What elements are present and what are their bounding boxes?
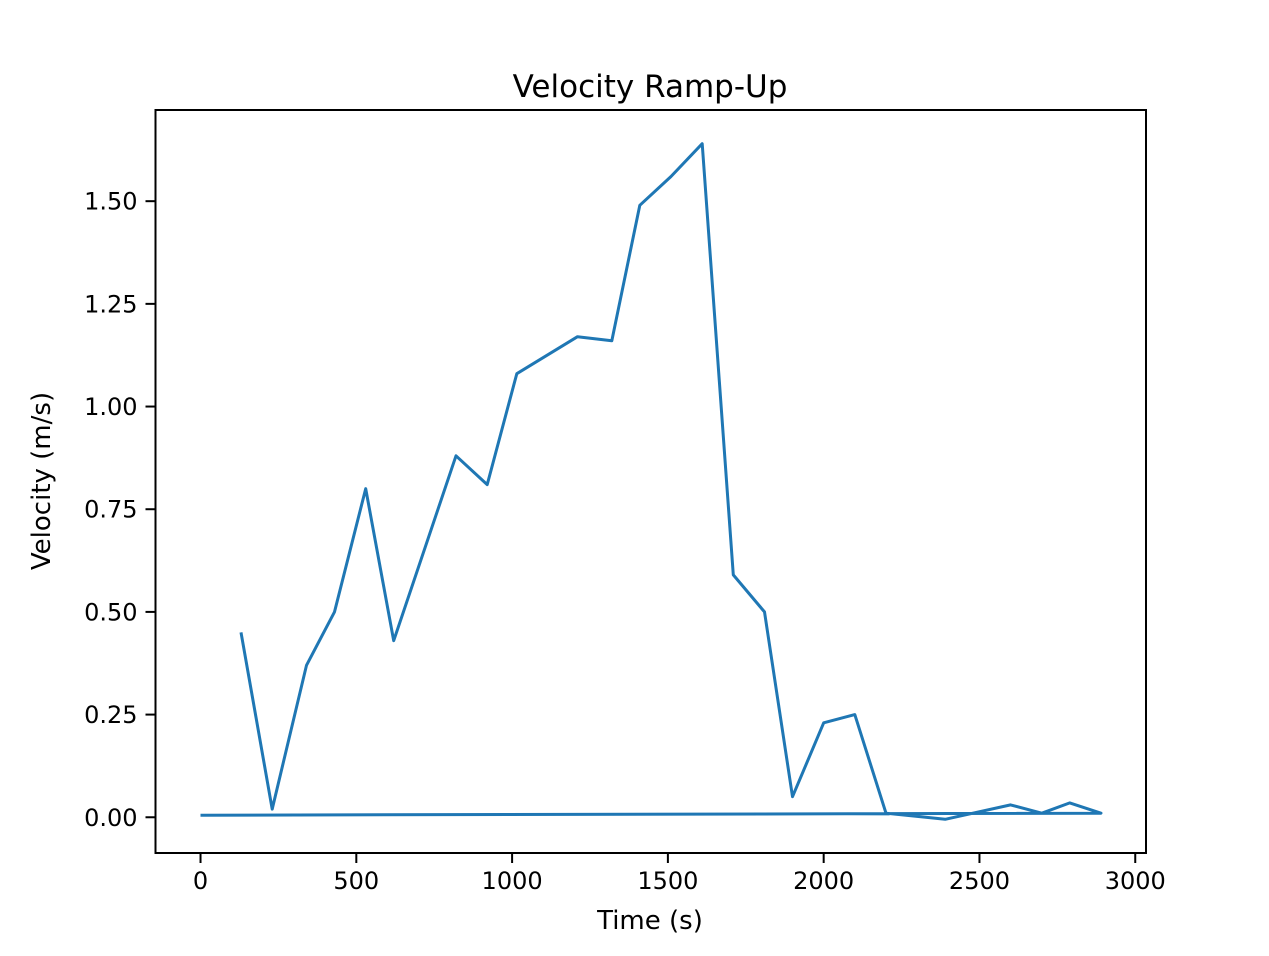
y-tick-label: 0.75 — [84, 496, 137, 524]
chart-title: Velocity Ramp-Up — [513, 69, 788, 105]
x-tick-label: 2500 — [949, 867, 1010, 895]
y-axis-label: Velocity (m/s) — [27, 392, 57, 570]
y-tick-label: 0.25 — [84, 701, 137, 729]
x-axis-label: Time (s) — [596, 906, 703, 936]
data-line-velocity — [200, 142, 1103, 821]
x-tick-label: 2000 — [793, 867, 854, 895]
x-tick-label: 0 — [193, 867, 208, 895]
x-tick-label: 500 — [333, 867, 379, 895]
y-tick-label: 0.50 — [84, 598, 137, 626]
y-tick-label: 1.25 — [84, 290, 137, 318]
plot-border — [154, 109, 1147, 854]
x-tick-label: 1000 — [482, 867, 543, 895]
y-tick-label: 1.00 — [84, 393, 137, 421]
y-tick-label: 1.50 — [84, 188, 137, 216]
x-tick-label: 1500 — [637, 867, 698, 895]
plot-area: 0 500 1000 1500 2000 2500 3000 0.00 0.25 0.50 0.75… — [84, 109, 1166, 895]
x-tick-label: 3000 — [1105, 867, 1166, 895]
y-tick-label: 0.00 — [84, 804, 137, 832]
